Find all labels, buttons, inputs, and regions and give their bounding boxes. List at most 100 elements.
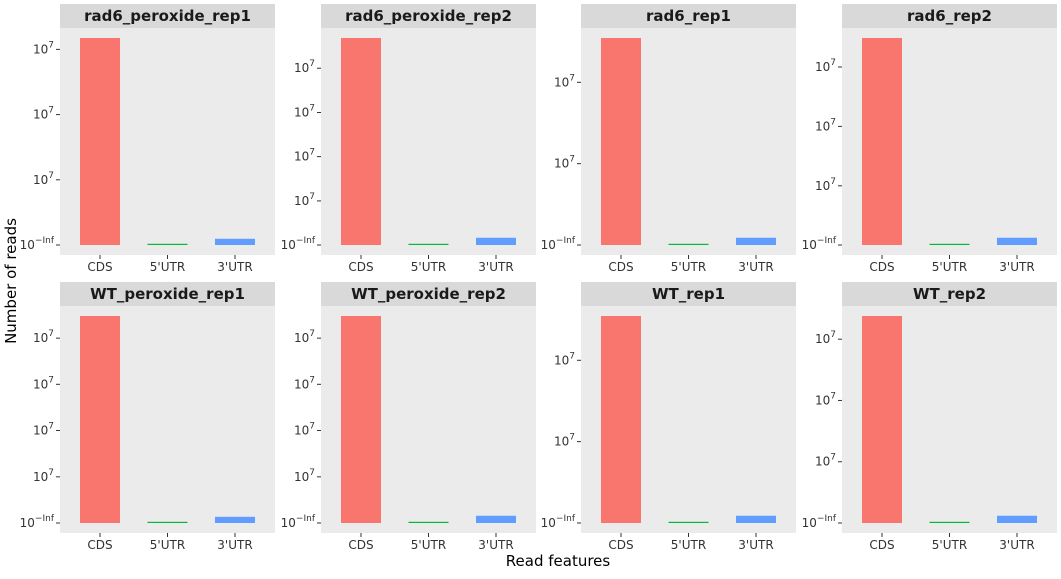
bar bbox=[215, 238, 255, 245]
facet-strip bbox=[581, 4, 796, 28]
facet-strip bbox=[321, 282, 536, 306]
x-tick-label: 5'UTR bbox=[411, 260, 446, 274]
facet-title: WT_peroxide_rep2 bbox=[351, 285, 506, 303]
bar bbox=[736, 515, 776, 523]
bar bbox=[80, 38, 120, 245]
x-tick-label: CDS bbox=[87, 260, 112, 274]
x-tick-label: 5'UTR bbox=[150, 538, 185, 552]
y-tick-label: 107 bbox=[294, 421, 315, 437]
x-tick-label: 5'UTR bbox=[150, 260, 185, 274]
x-tick-label: CDS bbox=[608, 260, 633, 274]
x-tick-label: 3'UTR bbox=[999, 260, 1034, 274]
facet-strip bbox=[60, 282, 275, 306]
y-tick-label: 107 bbox=[554, 73, 575, 89]
bar bbox=[929, 521, 970, 523]
y-tick-label: 10−Inf bbox=[20, 236, 55, 252]
y-tick-label: 10−Inf bbox=[541, 514, 576, 530]
facet-strip bbox=[842, 282, 1057, 306]
y-tick-label: 107 bbox=[294, 329, 315, 345]
x-tick-label: 3'UTR bbox=[217, 260, 252, 274]
x-axis-title: Read features bbox=[506, 552, 611, 570]
x-tick-label: 3'UTR bbox=[217, 538, 252, 552]
bar bbox=[997, 237, 1037, 245]
x-tick-label: CDS bbox=[608, 538, 633, 552]
facet-panel: WT_peroxide_rep2 10−Inf 107 107 107 107 CDS 5'U… bbox=[281, 282, 536, 552]
bar bbox=[341, 316, 381, 523]
y-tick-label: 107 bbox=[33, 468, 54, 484]
x-tick-label: 3'UTR bbox=[478, 538, 513, 552]
bar bbox=[997, 515, 1037, 523]
x-tick-label: 5'UTR bbox=[671, 260, 706, 274]
facet-title: WT_peroxide_rep1 bbox=[90, 285, 245, 303]
bar bbox=[147, 521, 188, 523]
bar bbox=[668, 243, 709, 245]
x-tick-label: CDS bbox=[869, 538, 894, 552]
y-tick-label: 107 bbox=[294, 104, 315, 120]
y-tick-label: 10−Inf bbox=[541, 236, 576, 252]
x-tick-label: 5'UTR bbox=[932, 538, 967, 552]
y-tick-label: 107 bbox=[33, 375, 54, 391]
facet-panel: rad6_rep1 10−Inf 107 107 CDS 5'UTR 3'UTR bbox=[541, 4, 796, 274]
facet-panel: rad6_peroxide_rep2 10−Inf 107 107 107 107 CDS 5… bbox=[281, 4, 536, 274]
y-tick-label: 107 bbox=[294, 468, 315, 484]
bar bbox=[408, 243, 449, 245]
y-tick-label: 107 bbox=[33, 171, 54, 187]
x-tick-label: CDS bbox=[87, 538, 112, 552]
facet-strip bbox=[60, 4, 275, 28]
bar bbox=[476, 515, 516, 523]
facet-title: rad6_peroxide_rep2 bbox=[345, 7, 512, 25]
y-tick-label: 10−Inf bbox=[802, 514, 837, 530]
y-tick-label: 107 bbox=[33, 329, 54, 345]
y-tick-label: 107 bbox=[815, 453, 836, 469]
x-tick-label: 3'UTR bbox=[738, 260, 773, 274]
y-tick-label: 107 bbox=[33, 106, 54, 122]
y-axis-title: Number of reads bbox=[2, 218, 20, 344]
facet-panel: WT_rep1 10−Inf 107 107 CDS 5'UTR 3'UTR bbox=[541, 282, 796, 552]
x-tick-label: 5'UTR bbox=[671, 538, 706, 552]
x-tick-label: 5'UTR bbox=[411, 538, 446, 552]
x-tick-label: CDS bbox=[348, 260, 373, 274]
bar bbox=[147, 243, 188, 245]
bar bbox=[601, 38, 641, 245]
x-tick-label: 5'UTR bbox=[932, 260, 967, 274]
y-tick-label: 10−Inf bbox=[20, 514, 55, 530]
bar bbox=[668, 521, 709, 523]
y-tick-label: 107 bbox=[33, 40, 54, 56]
facet-title: WT_rep1 bbox=[652, 285, 725, 303]
x-tick-label: CDS bbox=[869, 260, 894, 274]
y-tick-label: 107 bbox=[815, 391, 836, 407]
y-tick-label: 107 bbox=[815, 58, 836, 74]
y-tick-label: 107 bbox=[554, 433, 575, 449]
bar bbox=[408, 521, 449, 523]
bar bbox=[736, 237, 776, 245]
bar bbox=[862, 38, 902, 245]
y-tick-label: 10−Inf bbox=[281, 236, 316, 252]
x-tick-label: CDS bbox=[348, 538, 373, 552]
y-tick-label: 107 bbox=[554, 351, 575, 367]
bar bbox=[601, 316, 641, 523]
y-tick-label: 107 bbox=[554, 155, 575, 171]
y-tick-label: 107 bbox=[294, 148, 315, 164]
facet-panel: WT_rep2 10−Inf 107 107 107 CDS 5'UTR 3'UTR bbox=[802, 282, 1057, 552]
facet-strip bbox=[581, 282, 796, 306]
y-tick-label: 107 bbox=[294, 59, 315, 75]
facet-title: WT_rep2 bbox=[913, 285, 986, 303]
facet-title: rad6_rep1 bbox=[646, 7, 731, 25]
facet-strip bbox=[842, 4, 1057, 28]
facet-strip bbox=[321, 4, 536, 28]
facet-panel: rad6_peroxide_rep1 10−Inf 107 107 107 CDS 5'UT… bbox=[20, 4, 275, 274]
y-tick-label: 107 bbox=[33, 421, 54, 437]
panels-layer: rad6_peroxide_rep1 10−Inf 107 107 107 CDS 5'UT… bbox=[20, 4, 1057, 552]
bar bbox=[80, 316, 120, 523]
facet-title: rad6_rep2 bbox=[907, 7, 992, 25]
facet-panel: WT_peroxide_rep1 10−Inf 107 107 107 107 CDS 5'U… bbox=[20, 282, 275, 552]
y-tick-label: 10−Inf bbox=[802, 236, 837, 252]
bar bbox=[476, 237, 516, 245]
x-tick-label: 3'UTR bbox=[738, 538, 773, 552]
y-tick-label: 107 bbox=[815, 177, 836, 193]
x-tick-label: 3'UTR bbox=[999, 538, 1034, 552]
bar bbox=[215, 516, 255, 523]
bar bbox=[341, 38, 381, 245]
facet-panel: rad6_rep2 10−Inf 107 107 107 CDS 5'UTR 3'UTR bbox=[802, 4, 1057, 274]
